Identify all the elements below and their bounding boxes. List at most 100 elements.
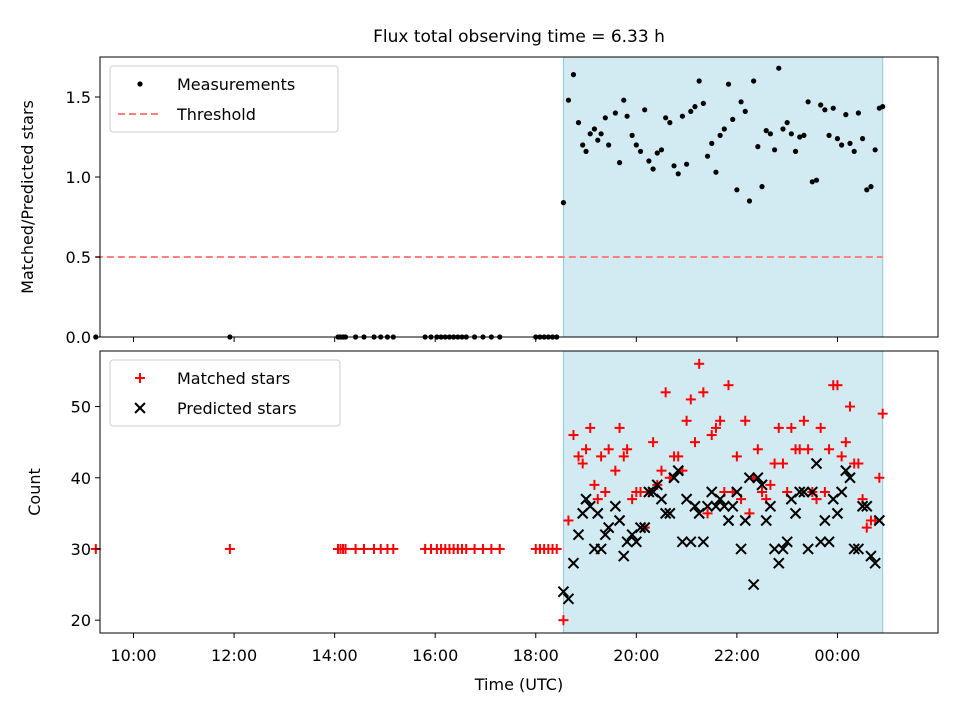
matched-star-point: [388, 543, 399, 554]
measurement-point: [616, 160, 623, 166]
measurement-point: [801, 132, 807, 138]
predicted-star-point: [609, 500, 622, 512]
x-axis-label: Time (UTC): [474, 675, 563, 694]
measurement-point: [839, 142, 845, 148]
predicted-star-point: [773, 557, 785, 569]
measurement-point: [797, 134, 803, 140]
bottom-series-predicted-stars: [557, 457, 886, 605]
matched-star-point: [350, 543, 361, 554]
measurement-point: [688, 108, 694, 114]
measurement-point: [671, 163, 677, 169]
matched-star-point: [681, 415, 692, 426]
legend-box: [109, 65, 339, 133]
measurement-point: [658, 147, 665, 153]
measurement-point: [864, 187, 870, 193]
measurement-point: [709, 140, 715, 146]
predicted-star-point: [718, 500, 731, 512]
predicted-star-point: [562, 593, 575, 605]
measurement-point: [713, 169, 719, 175]
bottom-panel: 20 30 40 50 10:00 12:00 14:00 16:00 18:00 20:00 22…: [25, 350, 939, 694]
measurement-point: [730, 116, 736, 122]
predicted-star-point: [672, 464, 684, 477]
predicted-star-point: [739, 514, 751, 527]
bottom-y-tick-label: 50: [71, 398, 91, 417]
matched-star-point: [577, 458, 588, 469]
measurement-point: [843, 112, 849, 118]
matched-star-point: [694, 358, 705, 369]
top-legend: Measurements Threshold: [109, 65, 339, 133]
bottom-y-axis-label: Count: [25, 468, 44, 516]
predicted-star-point: [731, 486, 743, 498]
measurement-point: [771, 147, 778, 153]
legend-label: Predicted stars: [177, 399, 297, 418]
x-tick-label: 00:00: [814, 646, 860, 665]
predicted-star-point: [802, 543, 814, 555]
measurement-point: [751, 78, 757, 84]
predicted-star-point: [689, 500, 701, 512]
top-y-tick-label: 1.5: [66, 88, 91, 107]
measurement-point: [583, 148, 589, 154]
x-tick-label: 20:00: [613, 646, 659, 665]
matched-star-point: [477, 543, 488, 554]
legend-label: Threshold: [176, 105, 256, 124]
measurement-point: [725, 81, 732, 87]
predicted-star-point: [599, 529, 612, 541]
measurement-point: [565, 97, 572, 103]
measurement-point: [868, 184, 874, 190]
measurement-point: [642, 107, 648, 113]
measurement-point: [624, 113, 630, 119]
matched-star-point: [486, 543, 497, 554]
measurement-point: [692, 104, 698, 110]
predicted-star-point: [726, 500, 739, 512]
bottom-legend: Matched stars Predicted stars: [109, 359, 341, 427]
measurement-point: [591, 126, 598, 132]
measurement-point: [602, 115, 608, 121]
predicted-star-point: [685, 536, 697, 548]
matched-star-point: [635, 487, 646, 497]
predicted-star-point: [840, 464, 852, 477]
predicted-star-point: [798, 486, 810, 498]
predicted-star-point: [760, 514, 772, 527]
predicted-star-point: [557, 585, 570, 598]
top-y-axis-label: Matched/Predicted stars: [18, 100, 37, 294]
matched-star-point: [715, 415, 726, 426]
measurement-point: [755, 144, 761, 150]
measurement-point: [788, 131, 794, 137]
matched-star-point: [777, 458, 788, 469]
matched-star-point: [877, 408, 888, 419]
matched-star-point: [803, 444, 814, 455]
measurement-point: [598, 131, 604, 137]
measurement-point: [767, 131, 774, 137]
predicted-star-point: [580, 493, 592, 505]
measurement-point: [704, 153, 711, 159]
top-y-tick-label: 0.5: [66, 248, 91, 267]
predicted-star-point: [630, 536, 643, 548]
measurement-point: [587, 131, 593, 137]
matched-star-point: [603, 444, 614, 455]
predicted-star-point: [823, 536, 835, 548]
matched-star-point: [819, 487, 830, 497]
bottom-axes-frame: [99, 350, 939, 634]
matched-star-point: [627, 494, 638, 505]
predicted-star-point: [592, 507, 604, 520]
predicted-star-point: [873, 514, 886, 527]
predicted-star-point: [572, 529, 585, 541]
top-axes-frame: [99, 56, 939, 338]
matched-star-point: [622, 444, 633, 455]
matched-star-point: [469, 543, 480, 554]
measurement-point: [855, 110, 861, 116]
predicted-star-point: [701, 500, 714, 512]
matched-star-point: [224, 543, 235, 554]
matched-star-point: [563, 515, 574, 526]
predicted-star-point: [664, 507, 676, 520]
measurement-point: [734, 187, 740, 193]
bottom-y-tick-label: 20: [71, 611, 91, 630]
matched-star-point: [773, 422, 784, 433]
predicted-star-point: [710, 500, 722, 512]
x-tick-label: 18:00: [513, 646, 559, 665]
matched-star-point: [765, 479, 776, 490]
predicted-star-point: [865, 550, 877, 562]
measurement-point: [646, 158, 652, 164]
x-tick-label: 16:00: [412, 646, 458, 665]
predicted-star-point: [567, 557, 580, 569]
